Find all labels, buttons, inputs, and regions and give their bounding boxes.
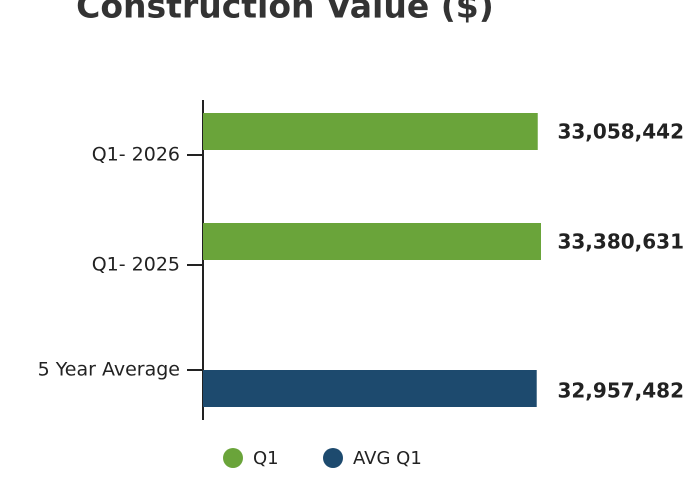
y-tick-label: Q1- 2025 — [92, 254, 180, 276]
legend-label: AVG Q1 — [353, 448, 422, 469]
y-tick-label: 5 Year Average — [38, 359, 180, 381]
bar — [203, 113, 538, 150]
legend-label: Q1 — [253, 448, 279, 469]
bar — [203, 370, 537, 407]
y-tick-label: Q1- 2026 — [92, 144, 180, 166]
chart-title: Construction Value ($) — [76, 0, 494, 26]
legend-marker — [223, 448, 243, 468]
bar — [203, 223, 541, 260]
value-label: 33,380,631 — [557, 230, 684, 254]
legend-marker — [323, 448, 343, 468]
value-label: 32,957,482 — [557, 379, 684, 403]
value-label: 33,058,442 — [557, 120, 684, 144]
